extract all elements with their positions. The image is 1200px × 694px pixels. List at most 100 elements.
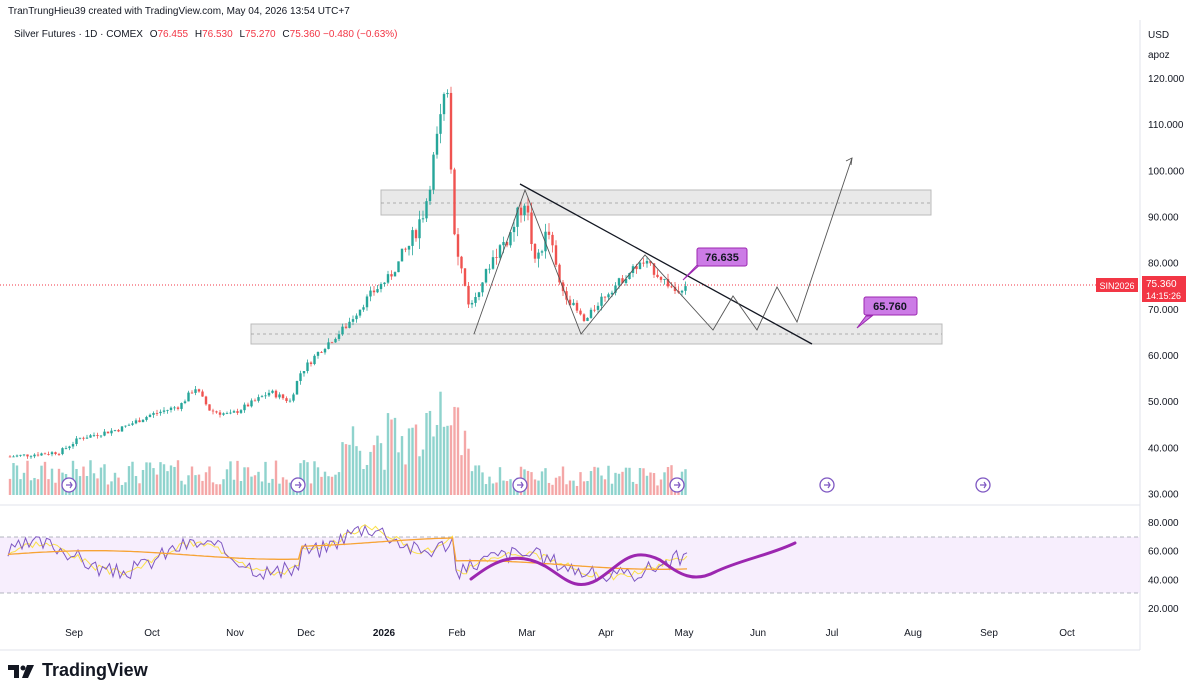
candle-body bbox=[29, 456, 33, 458]
callout-upper[interactable]: 76.635 bbox=[682, 247, 748, 281]
rsi-axis[interactable]: 80.000 60.000 40.000 20.000 bbox=[1148, 518, 1179, 615]
volume-bar bbox=[113, 472, 117, 495]
candle-body bbox=[33, 454, 36, 457]
volume-bar bbox=[449, 425, 453, 495]
volume-bar bbox=[194, 475, 197, 495]
time-axis[interactable]: Sep Oct Nov Dec 2026 Feb Mar Apr May Jun Jul Aug Sep… bbox=[65, 628, 1075, 639]
candle-body bbox=[229, 412, 232, 414]
candle-body bbox=[400, 248, 404, 262]
volume-bar bbox=[180, 480, 183, 495]
candle-body bbox=[467, 285, 470, 305]
candle-body bbox=[582, 314, 586, 321]
candle-body bbox=[477, 292, 481, 298]
candle-body bbox=[652, 263, 656, 275]
candle-body bbox=[673, 286, 677, 291]
event-marker-arrow bbox=[295, 481, 302, 489]
volume-bar bbox=[316, 467, 320, 495]
candle-body bbox=[554, 245, 558, 265]
volume-bar bbox=[201, 480, 204, 495]
candle-body bbox=[131, 423, 134, 425]
volume-bar bbox=[117, 477, 120, 495]
candle-body bbox=[243, 404, 246, 411]
candle-body bbox=[390, 274, 393, 277]
volume-bar bbox=[22, 472, 26, 495]
volume-bar bbox=[610, 483, 614, 495]
candle-body bbox=[512, 226, 516, 233]
volume-bar bbox=[106, 484, 110, 495]
candle-body bbox=[197, 389, 201, 392]
volume-bar bbox=[141, 469, 145, 495]
close-value: 75.360 bbox=[289, 29, 321, 40]
volume-bar bbox=[411, 427, 414, 495]
candle-body bbox=[491, 257, 495, 269]
volume-bar bbox=[124, 482, 127, 495]
volume-bar bbox=[8, 478, 12, 495]
time-label: Nov bbox=[226, 628, 244, 639]
volume-bar bbox=[456, 407, 460, 495]
volume-bar bbox=[344, 444, 348, 495]
volume-bar bbox=[463, 430, 467, 495]
volume-bar bbox=[78, 476, 82, 495]
volume-bar bbox=[481, 472, 484, 495]
time-label: May bbox=[675, 628, 694, 639]
volume-bar bbox=[173, 466, 176, 495]
volume-bar bbox=[225, 469, 229, 495]
volume-bar bbox=[603, 479, 607, 495]
volume-bar bbox=[267, 482, 271, 495]
price-axis[interactable]: 120.000 110.000 100.000 90.000 80.000 70.000 6… bbox=[1148, 74, 1185, 501]
candle-body bbox=[92, 435, 96, 436]
candle-body bbox=[327, 342, 330, 349]
candle-body bbox=[257, 397, 260, 401]
projection-path[interactable] bbox=[473, 157, 853, 335]
symbol-legend: Silver Futures · 1D · COMEX O76.455 H76.… bbox=[14, 29, 398, 40]
low-label: L bbox=[239, 29, 246, 40]
volume-bar bbox=[614, 472, 617, 495]
volume-bar bbox=[568, 480, 572, 495]
callout-lower-label: 65.760 bbox=[873, 301, 907, 313]
currency-label[interactable]: USD bbox=[1148, 30, 1170, 41]
volume-bar bbox=[379, 443, 383, 495]
resistance-zone[interactable] bbox=[380, 189, 932, 216]
volume-bar bbox=[505, 481, 509, 495]
volume-bar bbox=[19, 479, 22, 495]
candle-body bbox=[169, 407, 173, 410]
volume-bar bbox=[50, 468, 54, 495]
volume-bar bbox=[47, 479, 50, 495]
volume-bar bbox=[120, 484, 124, 495]
rsi-projection-curve[interactable] bbox=[469, 541, 797, 586]
time-label: Sep bbox=[65, 628, 83, 639]
tradingview-brand[interactable]: TradingView bbox=[8, 660, 148, 681]
symbol-name[interactable]: Silver Futures · 1D · COMEX bbox=[14, 29, 143, 40]
candle-body bbox=[43, 453, 47, 455]
rsi-tick-label: 60.000 bbox=[1148, 547, 1179, 558]
candle-body bbox=[176, 407, 180, 409]
candle-body bbox=[40, 453, 43, 456]
candle-body bbox=[285, 398, 288, 402]
volume-bar bbox=[386, 413, 390, 495]
price-tick-label: 60.000 bbox=[1148, 351, 1179, 362]
volume-bar bbox=[278, 483, 281, 495]
event-marker-arrow bbox=[824, 481, 831, 489]
volume-bar bbox=[211, 482, 215, 495]
candle-body bbox=[393, 272, 397, 277]
candle-body bbox=[8, 456, 12, 458]
volume-bar bbox=[589, 471, 593, 495]
candle-body bbox=[663, 278, 666, 280]
volume-bar bbox=[257, 471, 260, 495]
volume-bar bbox=[621, 471, 624, 495]
volume-bar bbox=[624, 467, 628, 495]
volume-bar bbox=[575, 485, 579, 495]
volume-bar bbox=[509, 479, 512, 495]
candle-body bbox=[141, 419, 145, 423]
candle-body bbox=[148, 414, 152, 417]
callout-upper-label: 76.635 bbox=[705, 252, 739, 264]
volume-bar bbox=[243, 467, 246, 495]
candle-body bbox=[600, 296, 603, 306]
volume-bar bbox=[138, 483, 141, 495]
callout-lower[interactable]: 65.760 bbox=[856, 296, 918, 329]
rsi-tick-label: 80.000 bbox=[1148, 518, 1179, 529]
candle-body bbox=[596, 305, 600, 310]
candle-body bbox=[89, 435, 92, 438]
volume-bar bbox=[131, 461, 134, 495]
